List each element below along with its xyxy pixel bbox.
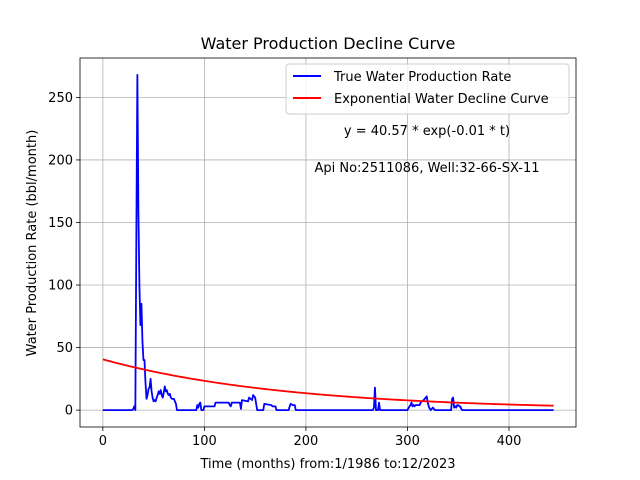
- y-tick-label: 50: [56, 341, 73, 356]
- x-axis-ticks: 0 100 200 300 400: [99, 427, 522, 449]
- y-tick-label: 0: [65, 404, 73, 419]
- x-axis-label: Time (months) from:1/1986 to:12/2023: [199, 457, 455, 472]
- y-axis-ticks: 0 50 100 150 200 250: [48, 91, 80, 419]
- y-tick-label: 200: [48, 153, 73, 168]
- x-tick-label: 300: [395, 434, 420, 449]
- y-tick-label: 150: [48, 216, 73, 231]
- series-layer: [102, 73, 554, 412]
- legend-label-decline-curve: Exponential Water Decline Curve: [334, 92, 549, 107]
- x-tick-label: 100: [192, 434, 217, 449]
- legend-label-true-rate: True Water Production Rate: [333, 70, 511, 85]
- y-axis-label: Water Production Rate (bbl/month): [25, 130, 40, 357]
- legend-box: [285, 63, 570, 115]
- x-tick-label: 0: [99, 434, 107, 449]
- x-tick-label: 400: [497, 434, 522, 449]
- well-annotation: Api No:2511086, Well:32-66-SX-11: [314, 161, 539, 176]
- legend: True Water Production Rate Exponential W…: [285, 63, 570, 115]
- x-tick-label: 200: [294, 434, 319, 449]
- exponential-decline-curve-line: [102, 358, 554, 407]
- plot-area: [80, 58, 576, 427]
- chart-title: Water Production Decline Curve: [201, 34, 456, 53]
- equation-annotation: y = 40.57 * exp(-0.01 * t): [344, 124, 510, 139]
- plot-frame: [79, 57, 577, 428]
- y-tick-label: 250: [48, 91, 73, 106]
- y-tick-label: 100: [48, 279, 73, 294]
